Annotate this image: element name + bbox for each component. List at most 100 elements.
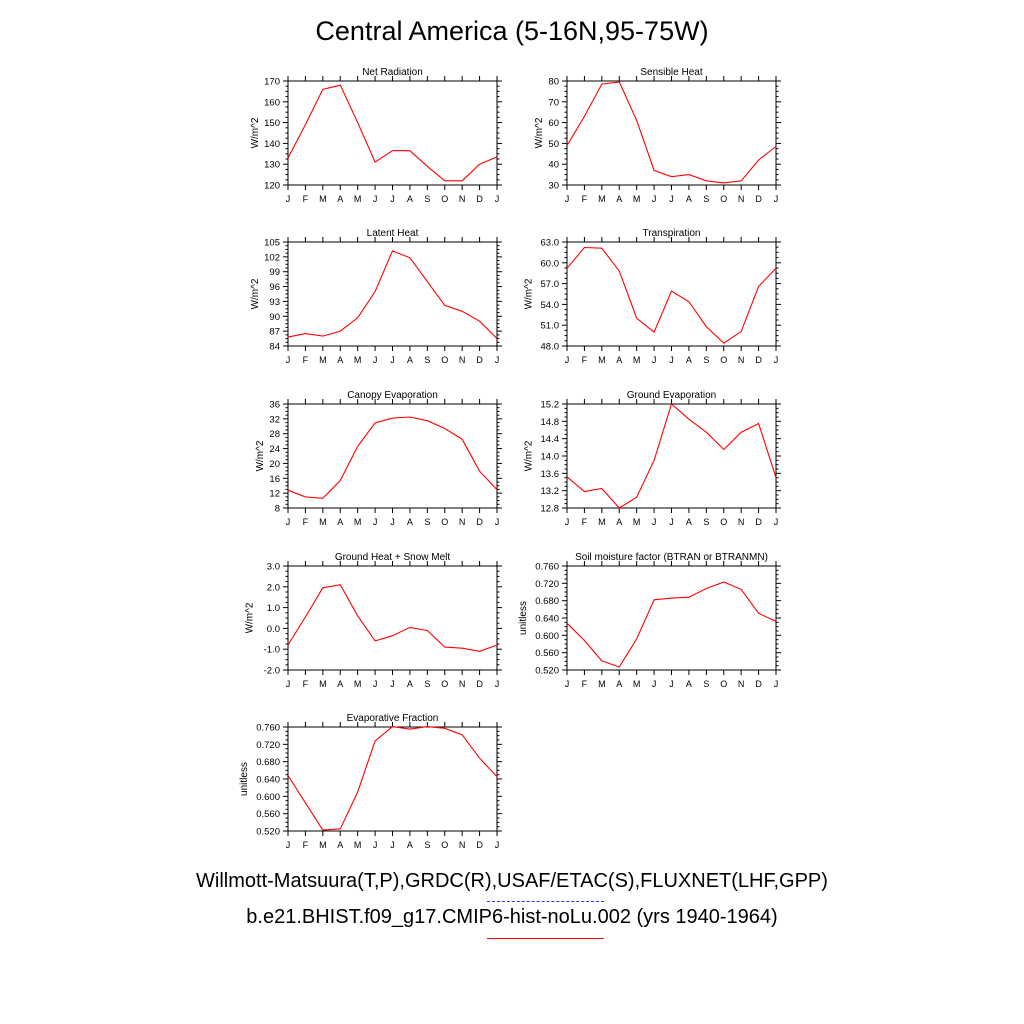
x-tick-label: M	[354, 840, 362, 850]
x-tick-label: J	[286, 517, 291, 527]
x-tick-label: J	[495, 679, 500, 689]
x-tick-label: J	[390, 194, 395, 204]
x-tick-label: A	[337, 194, 343, 204]
x-tick-label: M	[598, 679, 606, 689]
x-tick-label: N	[459, 679, 466, 689]
y-tick-label: 0.760	[256, 723, 280, 734]
x-tick-label: F	[582, 194, 588, 204]
x-tick-label: J	[390, 679, 395, 689]
x-tick-label: J	[495, 355, 500, 365]
x-tick-label: A	[337, 840, 343, 850]
y-tick-label: 24	[269, 444, 280, 455]
x-tick-label: O	[441, 194, 448, 204]
x-tick-label: M	[598, 355, 606, 365]
y-tick-label: 84	[269, 342, 280, 353]
y-tick-label: 93	[269, 297, 280, 308]
y-tick-label: -2.0	[264, 666, 280, 677]
y-tick-label: 0.560	[535, 648, 559, 659]
panel-title: Sensible Heat	[640, 67, 702, 78]
panel-title: Transpiration	[643, 228, 701, 239]
y-tick-label: 32	[269, 414, 280, 425]
y-tick-label: 90	[269, 312, 280, 323]
x-tick-label: J	[286, 840, 291, 850]
series-line	[287, 726, 498, 831]
plot-frame	[287, 241, 498, 347]
y-tick-label: 14.0	[541, 452, 560, 463]
y-axis-label: W/m^2	[250, 278, 261, 309]
y-tick-label: 0.680	[256, 757, 280, 768]
plot-frame	[287, 565, 498, 671]
y-tick-label: 0.760	[535, 562, 559, 573]
x-tick-label: J	[774, 194, 779, 204]
y-tick-label: 0.680	[535, 596, 559, 607]
x-tick-label: J	[669, 355, 674, 365]
x-tick-label: D	[755, 194, 762, 204]
y-tick-label: 0.520	[535, 666, 559, 677]
x-tick-label: M	[633, 679, 641, 689]
y-tick-label: 8	[275, 504, 280, 515]
x-tick-label: O	[720, 194, 727, 204]
x-tick-label: N	[459, 355, 466, 365]
x-tick-label: A	[686, 679, 692, 689]
y-tick-label: 51.0	[541, 321, 560, 332]
x-tick-label: A	[616, 355, 622, 365]
x-tick-label: J	[286, 355, 291, 365]
x-tick-label: J	[373, 194, 378, 204]
x-tick-label: M	[319, 840, 327, 850]
y-tick-label: 87	[269, 327, 280, 338]
series-line	[566, 246, 777, 344]
x-tick-label: F	[582, 679, 588, 689]
y-tick-label: 96	[269, 282, 280, 293]
y-tick-label: 3.0	[267, 562, 280, 573]
y-axis-label: W/m^2	[523, 440, 534, 471]
x-tick-label: S	[424, 517, 430, 527]
x-tick-label: A	[407, 194, 413, 204]
x-tick-label: J	[565, 517, 570, 527]
y-tick-label: 0.600	[535, 631, 559, 642]
y-tick-label: 50	[548, 139, 559, 150]
series-line	[287, 250, 498, 339]
x-tick-label: M	[633, 517, 641, 527]
x-tick-label: F	[303, 840, 309, 850]
x-tick-label: O	[441, 355, 448, 365]
x-tick-label: F	[303, 679, 309, 689]
legend-observed-label: Willmott-Matsuura(T,P),GRDC(R),USAF/ETAC…	[196, 870, 828, 892]
y-tick-label: 0.600	[256, 792, 280, 803]
x-tick-label: J	[373, 840, 378, 850]
y-tick-label: 120	[264, 181, 280, 192]
series-line	[287, 416, 498, 499]
x-tick-label: J	[774, 679, 779, 689]
panel-title: Ground Heat + Snow Melt	[335, 552, 451, 563]
x-tick-label: A	[407, 355, 413, 365]
series-line	[287, 84, 498, 182]
x-tick-label: A	[407, 517, 413, 527]
y-tick-label: 0.640	[535, 614, 559, 625]
x-tick-label: D	[476, 840, 483, 850]
legend-model-swatch	[487, 938, 604, 939]
y-tick-label: 0.520	[256, 827, 280, 838]
y-tick-label: 48.0	[541, 342, 560, 353]
x-tick-label: M	[354, 194, 362, 204]
x-tick-label: J	[373, 517, 378, 527]
x-tick-label: A	[407, 840, 413, 850]
y-tick-label: 0.640	[256, 775, 280, 786]
y-tick-label: 63.0	[541, 238, 560, 249]
x-tick-label: F	[303, 194, 309, 204]
plot-frame	[287, 726, 498, 832]
x-tick-label: M	[633, 194, 641, 204]
y-tick-label: 57.0	[541, 279, 560, 290]
panel-title: Net Radiation	[362, 67, 423, 78]
x-tick-label: J	[652, 194, 657, 204]
x-tick-label: J	[373, 679, 378, 689]
x-tick-label: J	[565, 194, 570, 204]
x-tick-label: J	[495, 517, 500, 527]
x-tick-label: S	[424, 355, 430, 365]
x-tick-label: J	[669, 194, 674, 204]
plot-frame	[566, 241, 777, 347]
x-tick-label: O	[441, 517, 448, 527]
x-tick-label: A	[616, 517, 622, 527]
plot-frame	[287, 403, 498, 509]
y-tick-label: 30	[548, 181, 559, 192]
x-tick-label: S	[703, 194, 709, 204]
